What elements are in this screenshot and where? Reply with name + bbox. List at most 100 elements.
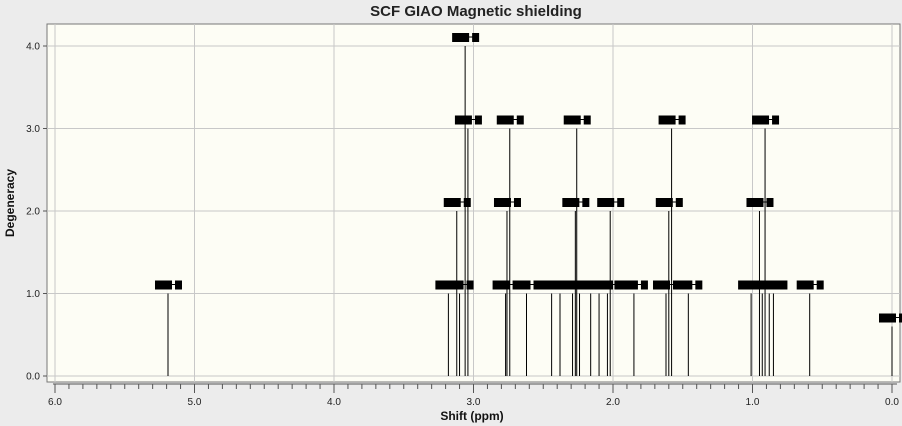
peak-marker[interactable] <box>513 198 521 207</box>
peak-marker[interactable] <box>571 115 581 125</box>
peak-marker[interactable] <box>597 198 607 207</box>
peak-marker[interactable] <box>516 115 524 125</box>
peak-marker[interactable] <box>602 280 612 290</box>
peak-marker[interactable] <box>451 198 461 207</box>
peak-marker[interactable] <box>640 280 648 290</box>
peak-marker[interactable] <box>570 198 580 207</box>
peak[interactable] <box>655 198 683 376</box>
peak-marker[interactable] <box>658 115 668 125</box>
peak[interactable] <box>513 280 541 377</box>
peak-marker[interactable] <box>533 280 541 290</box>
peak[interactable] <box>562 198 590 376</box>
peak-marker[interactable] <box>492 280 502 290</box>
peak-marker[interactable] <box>435 280 445 290</box>
peak-marker[interactable] <box>463 198 471 207</box>
peak[interactable] <box>675 280 703 377</box>
peak-marker[interactable] <box>675 280 685 290</box>
peak-marker[interactable] <box>559 280 569 290</box>
peak-marker[interactable] <box>583 115 591 125</box>
peak-marker[interactable] <box>695 280 703 290</box>
peak-marker[interactable] <box>666 115 676 125</box>
peak-marker[interactable] <box>501 198 511 207</box>
peak[interactable] <box>446 280 474 377</box>
x-tick-label: 2.0 <box>606 397 620 408</box>
peak[interactable] <box>493 198 521 376</box>
peak-marker[interactable] <box>446 280 456 290</box>
peak-marker[interactable] <box>760 280 770 290</box>
peak-marker[interactable] <box>772 115 780 125</box>
peak-marker[interactable] <box>546 280 556 290</box>
peak[interactable] <box>752 115 780 377</box>
y-tick-label: 4.0 <box>26 42 40 53</box>
peak-marker[interactable] <box>174 280 182 290</box>
peak[interactable] <box>620 280 648 377</box>
peak-marker[interactable] <box>566 280 576 290</box>
peak-marker[interactable] <box>653 280 663 290</box>
peak[interactable] <box>443 198 471 376</box>
peak-marker[interactable] <box>816 280 824 290</box>
peak[interactable] <box>154 280 182 377</box>
peak[interactable] <box>760 280 788 377</box>
peak-marker[interactable] <box>562 198 572 207</box>
peak-marker[interactable] <box>661 280 671 290</box>
peak-marker[interactable] <box>754 198 764 207</box>
peak-marker[interactable] <box>614 280 622 290</box>
peak-marker[interactable] <box>500 280 510 290</box>
peak-marker[interactable] <box>620 280 630 290</box>
peak[interactable] <box>796 280 824 377</box>
peak-marker[interactable] <box>586 280 596 290</box>
peak[interactable] <box>597 198 625 376</box>
peak-marker[interactable] <box>887 313 896 323</box>
peak-marker[interactable] <box>663 198 673 207</box>
peak[interactable] <box>452 33 480 376</box>
peak-marker[interactable] <box>454 115 464 125</box>
peak-marker[interactable] <box>452 33 462 42</box>
peak-marker[interactable] <box>462 115 472 125</box>
peak-marker[interactable] <box>443 198 453 207</box>
peak-marker[interactable] <box>162 280 172 290</box>
peak-marker[interactable] <box>605 198 615 207</box>
peak-marker[interactable] <box>899 313 902 323</box>
peak-marker[interactable] <box>513 280 523 290</box>
peak-marker[interactable] <box>749 280 759 290</box>
peak-marker[interactable] <box>768 280 778 290</box>
peak-marker[interactable] <box>554 280 564 290</box>
peak-marker[interactable] <box>582 198 590 207</box>
peak[interactable] <box>594 280 622 377</box>
peak[interactable] <box>746 198 774 376</box>
peak-marker[interactable] <box>675 198 683 207</box>
peak-marker[interactable] <box>796 280 806 290</box>
peak-marker[interactable] <box>655 198 665 207</box>
peak-marker[interactable] <box>594 280 604 290</box>
peak-marker[interactable] <box>766 198 774 207</box>
peak-marker[interactable] <box>504 115 514 125</box>
peak[interactable] <box>454 115 482 377</box>
peak[interactable] <box>879 313 902 377</box>
peak-marker[interactable] <box>154 280 164 290</box>
peak-marker[interactable] <box>780 280 788 290</box>
peak[interactable] <box>496 115 524 377</box>
peak-marker[interactable] <box>628 280 638 290</box>
peak-marker[interactable] <box>521 280 531 290</box>
peak-marker[interactable] <box>493 198 503 207</box>
peak-marker[interactable] <box>804 280 814 290</box>
peak-marker[interactable] <box>879 313 888 323</box>
peak-marker[interactable] <box>738 280 748 290</box>
peak[interactable] <box>658 115 686 377</box>
peak-marker[interactable] <box>496 115 506 125</box>
peak-marker[interactable] <box>760 115 770 125</box>
peak-marker[interactable] <box>472 33 480 42</box>
peak-marker[interactable] <box>752 115 762 125</box>
peak-marker[interactable] <box>538 280 548 290</box>
peak[interactable] <box>563 115 591 377</box>
peak-marker[interactable] <box>466 280 474 290</box>
peak-marker[interactable] <box>454 280 464 290</box>
peak-marker[interactable] <box>746 198 756 207</box>
peak-marker[interactable] <box>460 33 470 42</box>
peak-marker[interactable] <box>474 115 482 125</box>
peak-marker[interactable] <box>683 280 693 290</box>
peak-marker[interactable] <box>563 115 573 125</box>
peak-marker[interactable] <box>678 115 686 125</box>
peak-marker[interactable] <box>617 198 625 207</box>
peak-marker[interactable] <box>577 280 587 290</box>
